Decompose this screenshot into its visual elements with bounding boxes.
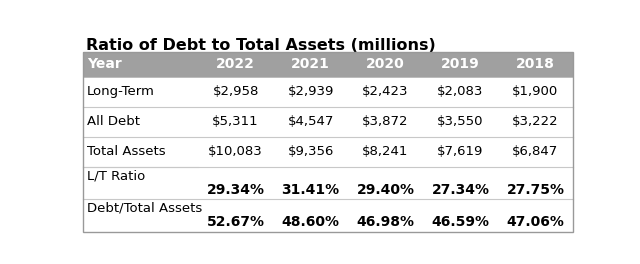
Bar: [83, 52, 573, 77]
Text: 29.40%: 29.40%: [356, 183, 415, 197]
Text: $3,872: $3,872: [362, 115, 409, 128]
Text: $7,619: $7,619: [437, 145, 484, 158]
Text: 46.59%: 46.59%: [431, 215, 490, 229]
Text: Long-Term: Long-Term: [87, 85, 155, 98]
Text: Total Assets: Total Assets: [87, 145, 166, 158]
Text: 31.41%: 31.41%: [282, 183, 340, 197]
Text: $1,900: $1,900: [512, 85, 559, 98]
Text: Debt/Total Assets: Debt/Total Assets: [87, 202, 202, 215]
Text: $2,423: $2,423: [362, 85, 409, 98]
Text: $2,083: $2,083: [437, 85, 484, 98]
Bar: [83, 77, 573, 107]
Bar: [83, 167, 573, 199]
Text: 2020: 2020: [366, 57, 405, 71]
Text: 2021: 2021: [291, 57, 330, 71]
Bar: [83, 137, 573, 167]
Text: $3,222: $3,222: [512, 115, 559, 128]
Text: $9,356: $9,356: [287, 145, 334, 158]
Text: 52.67%: 52.67%: [207, 215, 265, 229]
Text: 29.34%: 29.34%: [207, 183, 265, 197]
Text: 27.75%: 27.75%: [506, 183, 564, 197]
Text: 2019: 2019: [441, 57, 480, 71]
Text: 2022: 2022: [216, 57, 255, 71]
Text: $2,958: $2,958: [212, 85, 259, 98]
Text: 46.98%: 46.98%: [356, 215, 415, 229]
Text: $8,241: $8,241: [362, 145, 409, 158]
Text: $6,847: $6,847: [512, 145, 559, 158]
Text: 2018: 2018: [516, 57, 555, 71]
Text: L/T Ratio: L/T Ratio: [87, 169, 145, 182]
Text: All Debt: All Debt: [87, 115, 140, 128]
Bar: [83, 52, 573, 232]
Text: Year: Year: [87, 57, 122, 71]
Text: Ratio of Debt to Total Assets (millions): Ratio of Debt to Total Assets (millions): [86, 38, 436, 53]
Text: 48.60%: 48.60%: [282, 215, 340, 229]
Bar: [83, 107, 573, 137]
Text: $4,547: $4,547: [287, 115, 334, 128]
Bar: [83, 199, 573, 232]
Text: $5,311: $5,311: [212, 115, 259, 128]
Text: 27.34%: 27.34%: [431, 183, 490, 197]
Text: 47.06%: 47.06%: [506, 215, 564, 229]
Text: $10,083: $10,083: [208, 145, 263, 158]
Text: $2,939: $2,939: [287, 85, 334, 98]
Text: $3,550: $3,550: [437, 115, 484, 128]
